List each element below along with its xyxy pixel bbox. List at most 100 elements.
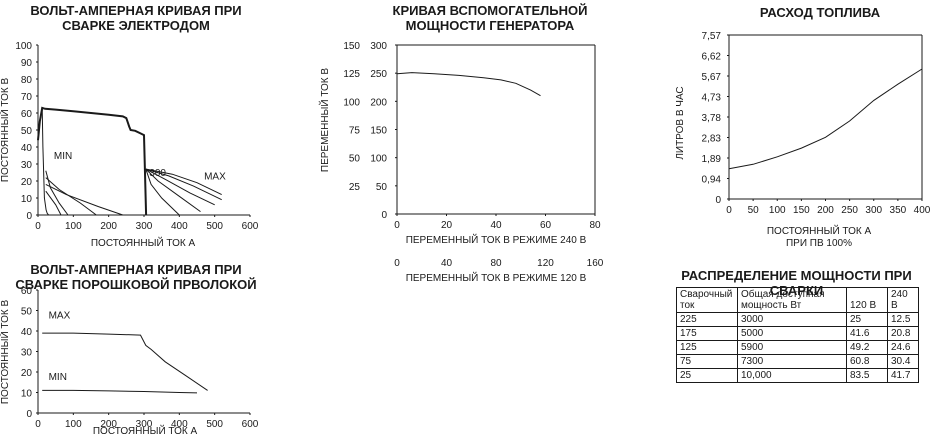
y-tick-label: 70	[21, 92, 33, 103]
table-header-cell: Общая доступная мощность Вт	[737, 287, 847, 313]
y-tick-label: 40	[21, 327, 33, 338]
x-tick-label: 600	[242, 221, 259, 232]
x-tick-label: 0	[35, 419, 41, 430]
x-tick-label: 500	[206, 419, 223, 430]
x-axis-label: ПОСТОЯННЫЙ ТОК А	[767, 224, 872, 237]
y-tick-label-left: 150	[343, 41, 360, 52]
y-tick-label: 0	[715, 195, 721, 206]
table-cell: 25	[676, 368, 738, 383]
series-line	[145, 168, 222, 201]
x2-tick-label: 120	[537, 258, 554, 269]
y-tick-label: 20	[21, 177, 33, 188]
y-tick-label: 10	[21, 389, 33, 400]
y-tick-label: 1,89	[702, 154, 722, 165]
table-cell: 10,000	[737, 368, 847, 383]
table-cell: 30.4	[887, 354, 919, 369]
x-tick-label: 20	[441, 220, 453, 231]
annotation-label: 300	[149, 168, 166, 179]
series-line	[45, 190, 62, 216]
y-tick-label: 20	[21, 368, 33, 379]
x-tick-label: 350	[890, 205, 907, 216]
table-header-cell: 240 В	[887, 287, 919, 313]
x-tick-label: 250	[841, 205, 858, 216]
table-row: 75 7300 60.8 30.4	[676, 354, 919, 369]
y-axis-label: ПОСТОЯННЫЙ ТОК В	[0, 300, 11, 405]
x-tick-label: 100	[65, 221, 82, 232]
y-tick-label: 0	[26, 211, 32, 222]
x-tick-label: 300	[136, 419, 153, 430]
table-cell: 5900	[737, 340, 847, 355]
table-header-row: Сварочный ток Общая доступная мощность В…	[676, 287, 919, 313]
y-tick-label: 10	[21, 194, 33, 205]
table-header-cell: Сварочный ток	[676, 287, 738, 313]
y-tick-label: 0	[381, 210, 387, 221]
table-cell: 20.8	[887, 326, 919, 341]
y-tick-label: 60	[21, 109, 33, 120]
y-tick-label: 0,94	[702, 175, 722, 186]
y-axis-label: ПЕРЕМЕННЫЙ ТОК В	[318, 68, 331, 173]
x-tick-label: 80	[589, 220, 601, 231]
table-cell: 225	[676, 312, 738, 327]
x-tick-label: 100	[65, 419, 82, 430]
y-tick-label: 60	[21, 286, 33, 297]
y-tick-label-left: 100	[343, 97, 360, 108]
y-tick-label: 30	[21, 348, 33, 359]
x-axis-label-sub: ПРИ ПВ 100%	[786, 238, 852, 249]
series-line	[42, 389, 198, 394]
power-distribution-table: Сварочный ток Общая доступная мощность В…	[676, 287, 919, 383]
series-line	[145, 168, 180, 216]
y-tick-label: 50	[21, 126, 33, 137]
x-tick-label: 300	[865, 205, 882, 216]
fuel-chart-title: РАСХОД ТОПЛИВА	[759, 5, 881, 20]
y-tick-label: 90	[21, 58, 33, 69]
table-cell: 175	[676, 326, 738, 341]
table-header-cell: 120 В	[846, 287, 888, 313]
x2-axis-label: ПЕРЕМЕННЫЙ ТОК В РЕЖИМЕ 120 В	[406, 271, 587, 284]
series-line	[145, 168, 201, 213]
table-cell: 75	[676, 354, 738, 369]
table-cell: 125	[676, 340, 738, 355]
x-axis-label: ПОСТОЯННЫЙ ТОК А	[93, 424, 198, 436]
y-tick-label: 0	[26, 409, 32, 420]
y-tick-label-left: 125	[343, 69, 360, 80]
x2-tick-label: 80	[490, 258, 502, 269]
table-row: 225 3000 25 12.5	[676, 312, 919, 327]
y-tick-label: 50	[376, 182, 388, 193]
y-tick-label: 100	[370, 154, 387, 165]
fluxcore-chart-title: ВОЛЬТ-АМПЕРНАЯ КРИВАЯ ПРИ СВАРКЕ ПОРОШКО…	[15, 262, 257, 292]
table-cell: 25	[846, 312, 888, 327]
annotation-label: MAX	[204, 171, 226, 182]
annotation-label: MAX	[49, 311, 71, 322]
table-cell: 3000	[737, 312, 847, 327]
y-tick-label: 80	[21, 75, 33, 86]
y-tick-label: 40	[21, 143, 33, 154]
y-tick-label: 150	[370, 126, 387, 137]
series-line	[41, 107, 49, 216]
x-tick-label: 100	[769, 205, 786, 216]
x-axis-label: ПОСТОЯННЫЙ ТОК А	[91, 236, 196, 249]
x-tick-label: 200	[817, 205, 834, 216]
table-cell: 41.7	[887, 368, 919, 383]
table-row: 125 5900 49.2 24.6	[676, 340, 919, 355]
y-tick-label-left: 50	[349, 154, 361, 165]
x-tick-label: 40	[490, 220, 502, 231]
x-tick-label: 0	[726, 205, 732, 216]
series-line	[728, 68, 923, 170]
y-axis-label: ПОСТОЯННЫЙ ТОК В	[0, 78, 11, 183]
x-tick-label: 50	[748, 205, 760, 216]
annotation-label: MIN	[49, 372, 67, 383]
y-tick-label: 100	[15, 41, 32, 52]
x-tick-label: 200	[100, 419, 117, 430]
x2-tick-label: 40	[441, 258, 453, 269]
x-tick-label: 600	[242, 419, 259, 430]
series-line	[145, 168, 215, 206]
x-tick-label: 400	[914, 205, 931, 216]
y-tick-label: 30	[21, 160, 33, 171]
table-cell: 83.5	[846, 368, 888, 383]
table-cell: 24.6	[887, 340, 919, 355]
generator-chart-title: КРИВАЯ ВСПОМОГАТЕЛЬНОЙ МОЩНОСТИ ГЕНЕРАТО…	[392, 3, 588, 33]
y-axis-label: ЛИТРОВ В ЧАС	[675, 86, 686, 159]
series-line	[42, 332, 208, 391]
x-tick-label: 150	[793, 205, 810, 216]
x-tick-label: 200	[100, 221, 117, 232]
